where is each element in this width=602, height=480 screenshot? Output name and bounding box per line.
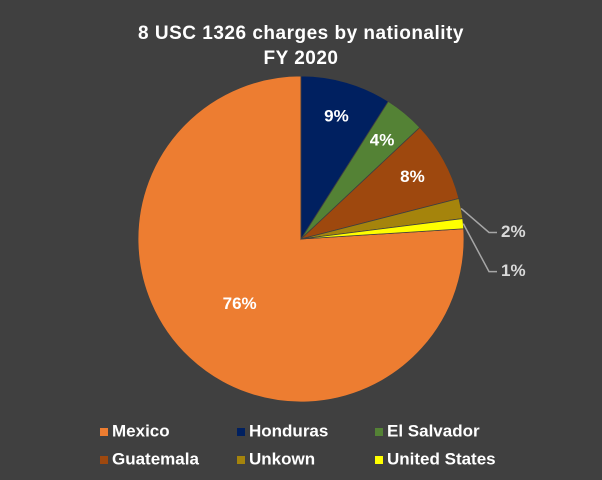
legend-label-el-salvador: El Salvador (387, 421, 480, 440)
legend-label-honduras: Honduras (249, 421, 328, 440)
legend-label-unkown: Unkown (249, 449, 315, 468)
legend-item-unkown: Unkown (237, 449, 315, 468)
chart-title: 8 USC 1326 charges by nationality (138, 23, 464, 44)
legend-item-el-salvador: El Salvador (375, 421, 480, 440)
legend-item-honduras: Honduras (237, 421, 328, 440)
legend: Mexico Honduras El Salvador Guatemala Unkown… (100, 421, 496, 468)
legend-swatch-united-states (375, 456, 383, 464)
data-label-el-salvador: 4% (370, 131, 395, 150)
legend-swatch-mexico (100, 428, 108, 436)
data-label-unkown: 2% (501, 222, 526, 241)
data-labels: 76% 9% 4% 8% 2% 1% (223, 106, 526, 312)
pie-slices (137, 75, 465, 403)
chart-subtitle: FY 2020 (264, 48, 339, 69)
legend-swatch-unkown (237, 456, 245, 464)
legend-label-united-states: United States (387, 449, 496, 468)
slice-honduras (300, 75, 389, 241)
data-label-honduras: 9% (324, 106, 349, 125)
legend-swatch-el-salvador (375, 428, 383, 436)
legend-swatch-honduras (237, 428, 245, 436)
leader-line-unkown (460, 207, 497, 234)
legend-swatch-guatemala (100, 456, 108, 464)
data-label-united-states: 1% (501, 261, 526, 280)
leader-line-united-states (462, 223, 497, 273)
legend-item-guatemala: Guatemala (100, 449, 199, 468)
legend-label-guatemala: Guatemala (112, 449, 199, 468)
slice-mexico (137, 75, 465, 403)
data-label-mexico: 76% (223, 294, 257, 313)
legend-item-united-states: United States (375, 449, 496, 468)
legend-label-mexico: Mexico (112, 421, 170, 440)
data-label-guatemala: 8% (400, 167, 425, 186)
legend-item-mexico: Mexico (100, 421, 170, 440)
